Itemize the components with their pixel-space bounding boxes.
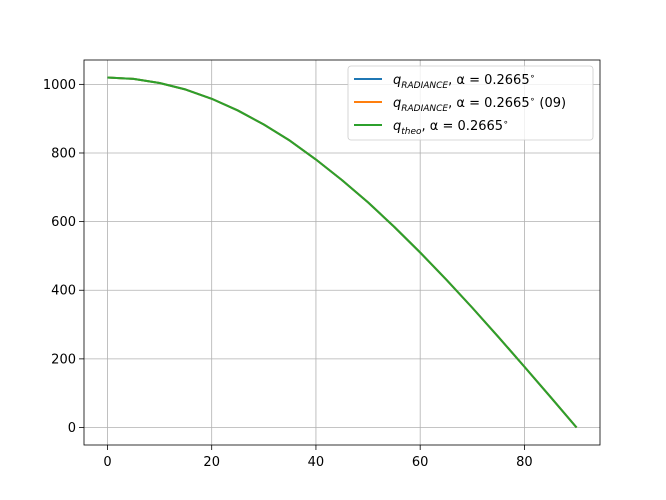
legend-label-1: qRADIANCE, α = 0.2665∘ [393,72,535,91]
legend-label-sub: theo [401,127,422,137]
y-tick-label: 400 [51,284,76,299]
degree-symbol: ∘ [530,95,536,105]
grid-lines [84,60,600,445]
legend-label-rest: , α = 0.2665 [448,96,529,111]
legend: qRADIANCE, α = 0.2665∘qRADIANCE, α = 0.2… [347,65,594,141]
y-tick-label: 800 [51,146,76,161]
x-tick-label: 40 [308,455,325,470]
y-tick-label: 200 [51,352,76,367]
legend-label-main: q [393,96,401,111]
x-tick-label: 80 [516,455,533,470]
legend-label-3: qtheo, α = 0.2665∘ [393,118,509,137]
y-tick-label: 1000 [43,78,76,93]
x-tick-label: 20 [203,455,220,470]
x-tick-label: 0 [103,455,111,470]
degree-symbol: ∘ [530,72,536,82]
x-tick-label: 60 [412,455,429,470]
degree-symbol: ∘ [503,118,509,128]
plot-frame [83,59,601,446]
legend-label-rest: , α = 0.2665 [448,73,529,88]
legend-box [347,65,594,141]
legend-label-sub: RADIANCE [401,104,448,114]
y-tick-label: 0 [68,421,76,436]
series-lines [107,76,578,429]
y-tick-label: 600 [51,215,76,230]
legend-label-sub: RADIANCE [401,81,448,91]
legend-label-main: q [393,119,401,134]
legend-label-2: qRADIANCE, α = 0.2665∘ (09) [393,95,566,114]
series-line-3 [107,76,578,429]
legend-label-suffix: (09) [535,96,566,111]
legend-label-rest: , α = 0.2665 [422,119,503,134]
legend-label-main: q [393,73,401,88]
